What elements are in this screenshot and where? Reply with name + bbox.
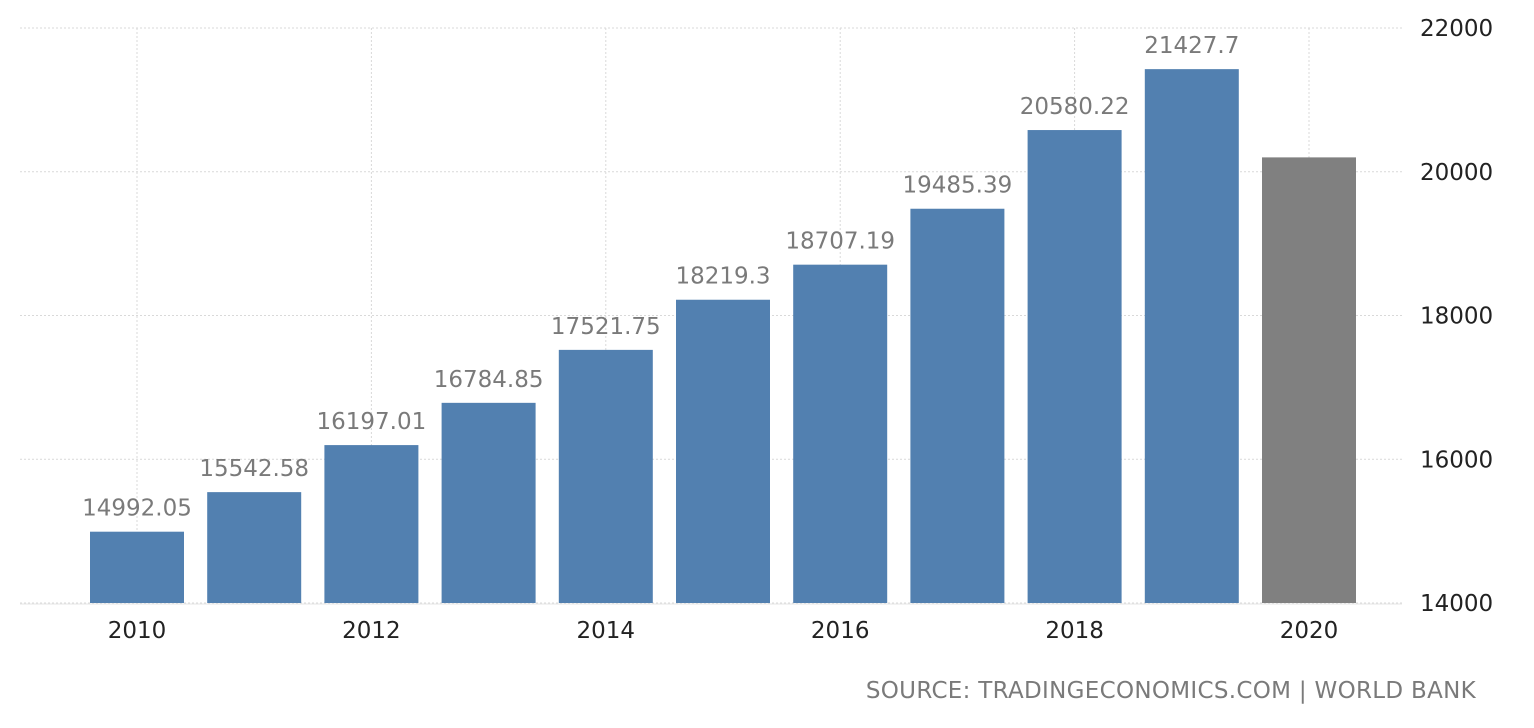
value-label: 18707.19 — [785, 229, 895, 255]
bar-2013 — [441, 402, 536, 603]
bar-2020 — [1262, 157, 1356, 603]
bar-2016 — [793, 264, 888, 603]
value-label: 20580.22 — [1020, 94, 1130, 120]
value-label: 18219.3 — [675, 264, 770, 290]
bar-2010 — [90, 531, 184, 603]
bar-2015 — [676, 299, 770, 603]
value-labels: 14992.05 15542.58 16197.01 16784.85 17521.75… — [82, 33, 1239, 522]
bar-2011 — [207, 492, 302, 603]
grid-lines — [20, 27, 1402, 605]
value-label: 19485.39 — [903, 173, 1013, 199]
y-tick-label: 20000 — [1420, 160, 1493, 186]
y-axis-ticks: 14000 16000 18000 20000 22000 — [1420, 16, 1493, 617]
bars — [90, 69, 1356, 604]
value-label: 16197.01 — [317, 409, 427, 435]
bar-2012 — [324, 445, 419, 603]
x-tick-label: 2014 — [577, 618, 636, 644]
x-tick-label: 2012 — [342, 618, 401, 644]
value-label: 16784.85 — [434, 367, 544, 393]
x-tick-label: 2016 — [811, 618, 870, 644]
source-caption: SOURCE: TRADINGECONOMICS.COM | WORLD BAN… — [865, 678, 1476, 704]
x-tick-label: 2010 — [108, 618, 167, 644]
x-tick-label: 2018 — [1045, 618, 1104, 644]
y-tick-label: 16000 — [1420, 447, 1493, 473]
value-label: 17521.75 — [551, 314, 661, 340]
bar-2018 — [1027, 130, 1122, 603]
value-label: 15542.58 — [199, 456, 309, 482]
y-tick-label: 14000 — [1420, 591, 1493, 617]
bar-2019 — [1144, 69, 1239, 604]
bar-2014 — [558, 349, 653, 603]
y-tick-label: 18000 — [1420, 304, 1493, 330]
y-tick-label: 22000 — [1420, 16, 1493, 42]
x-axis-ticks: 2010 2012 2014 2016 2018 2020 — [108, 618, 1339, 644]
x-tick-label: 2020 — [1280, 618, 1339, 644]
bar-2017 — [910, 208, 1005, 603]
value-label: 21427.7 — [1144, 33, 1239, 59]
value-label: 14992.05 — [82, 496, 192, 522]
